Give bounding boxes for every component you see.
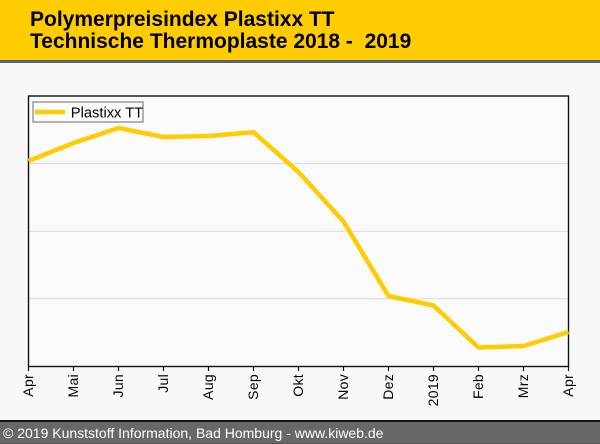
- svg-text:Feb: Feb: [470, 374, 486, 399]
- svg-text:Dez: Dez: [380, 374, 396, 400]
- svg-text:Apr: Apr: [560, 374, 576, 397]
- svg-text:Plastixx TT: Plastixx TT: [71, 106, 143, 122]
- svg-text:Mai: Mai: [65, 374, 81, 397]
- svg-text:Aug: Aug: [200, 374, 216, 400]
- svg-text:Okt: Okt: [290, 374, 306, 397]
- svg-text:Nov: Nov: [335, 374, 351, 400]
- svg-text:2019: 2019: [425, 374, 441, 406]
- svg-text:Sep: Sep: [245, 374, 261, 400]
- svg-text:Apr: Apr: [20, 374, 36, 397]
- svg-text:Mrz: Mrz: [515, 374, 531, 398]
- svg-text:Jun: Jun: [110, 374, 126, 397]
- svg-text:Jul: Jul: [155, 374, 171, 393]
